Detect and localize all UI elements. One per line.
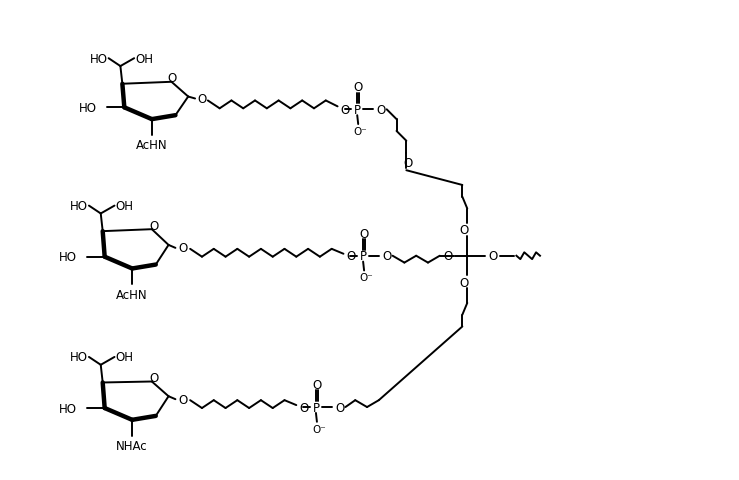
Text: O: O	[179, 393, 188, 406]
Text: O: O	[347, 250, 356, 263]
Text: AcHN: AcHN	[116, 288, 148, 301]
Text: O: O	[168, 72, 177, 85]
Text: HO: HO	[59, 402, 77, 415]
Text: O: O	[376, 104, 386, 117]
Text: O: O	[179, 242, 188, 255]
Text: O: O	[353, 81, 363, 94]
Text: O: O	[443, 250, 452, 263]
Text: HO: HO	[59, 251, 77, 264]
Text: OH: OH	[135, 53, 153, 66]
Text: P: P	[354, 104, 361, 117]
Text: O: O	[313, 378, 321, 391]
Text: P: P	[313, 401, 319, 414]
Text: O⁻: O⁻	[312, 424, 326, 434]
Text: AcHN: AcHN	[136, 139, 168, 152]
Text: O: O	[488, 250, 497, 263]
Text: HO: HO	[89, 53, 108, 66]
Text: NHAc: NHAc	[116, 439, 148, 452]
Text: HO: HO	[70, 351, 88, 364]
Text: O: O	[460, 223, 469, 236]
Text: HO: HO	[79, 102, 97, 115]
Text: O: O	[335, 401, 344, 414]
Text: O: O	[299, 401, 309, 414]
Text: O: O	[341, 104, 350, 117]
Text: P: P	[360, 250, 367, 263]
Text: HO: HO	[70, 200, 88, 213]
Text: O⁻: O⁻	[353, 127, 367, 137]
Text: O: O	[149, 372, 158, 384]
Text: OH: OH	[115, 351, 133, 364]
Text: O⁻: O⁻	[359, 273, 373, 283]
Text: OH: OH	[115, 200, 133, 213]
Text: O: O	[197, 93, 207, 106]
Text: O: O	[382, 250, 392, 263]
Text: O: O	[460, 276, 469, 289]
Text: O: O	[359, 227, 369, 240]
Text: O: O	[403, 156, 413, 169]
Text: O: O	[149, 219, 158, 232]
